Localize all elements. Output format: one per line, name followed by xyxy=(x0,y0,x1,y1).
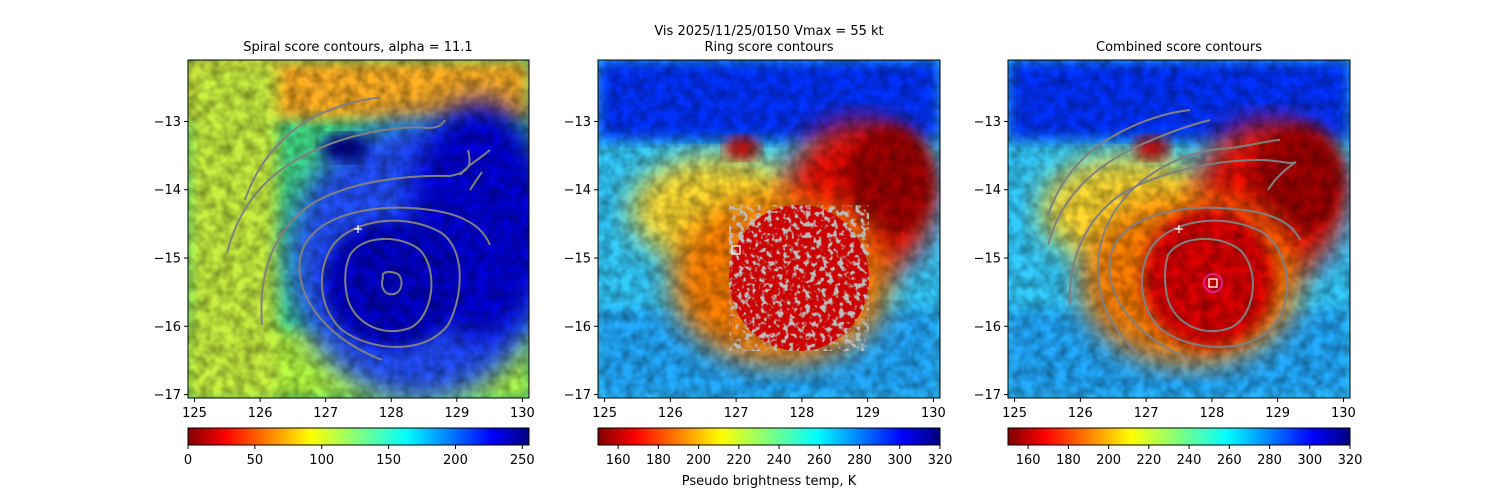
colorbar-tick-label: 300 xyxy=(887,453,912,468)
panel-combined: Combined score contours xyxy=(974,40,1363,468)
colorbar-tick-label: 280 xyxy=(1257,453,1282,468)
x-tick-label: 127 xyxy=(313,406,338,421)
panel-title-combined: Combined score contours xyxy=(1096,40,1262,55)
x-tick-label: 126 xyxy=(658,406,683,421)
x-tick-label: 128 xyxy=(1199,406,1224,421)
colorbar-tick-label: 300 xyxy=(1297,453,1322,468)
y-tick-label: −16 xyxy=(974,320,1001,335)
colorbar-tick-label: 180 xyxy=(1056,453,1081,468)
colorbar-tick-label: 320 xyxy=(1338,453,1363,468)
panel-title-spiral: Spiral score contours, alpha = 11.1 xyxy=(243,40,472,55)
colorbar-tick-label: 180 xyxy=(646,453,671,468)
y-tick-label: −17 xyxy=(154,388,181,403)
colorbar-tick-label: 160 xyxy=(1016,453,1041,468)
x-tick-label: 129 xyxy=(1265,406,1290,421)
axes-ticks-ring: 125 126 127 128 129 130 −13 −14 −15 −16 −17 xyxy=(564,115,946,421)
colorbar-tick-label: 250 xyxy=(510,453,535,468)
y-tick-label: −15 xyxy=(154,252,181,267)
colorbar-tick-label: 260 xyxy=(807,453,832,468)
colorbar-tick-label: 0 xyxy=(184,453,192,468)
x-tick-label: 127 xyxy=(724,406,749,421)
colorbar-tick-label: 240 xyxy=(767,453,792,468)
x-tick-label: 125 xyxy=(592,406,617,421)
combined-plus-marker xyxy=(1175,225,1183,233)
x-tick-label: 128 xyxy=(789,406,814,421)
figure-suptitle: Vis 2025/11/25/0150 Vmax = 55 kt xyxy=(654,24,883,39)
y-tick-label: −15 xyxy=(974,252,1001,267)
x-tick-label: 128 xyxy=(379,406,404,421)
colorbar-tick-label: 150 xyxy=(376,453,401,468)
colorbar-tick-label: 200 xyxy=(1096,453,1121,468)
colorbar-tick-label: 200 xyxy=(686,453,711,468)
y-tick-label: −14 xyxy=(564,183,591,198)
combined-image xyxy=(1008,60,1350,398)
y-tick-label: −16 xyxy=(564,320,591,335)
y-tick-label: −17 xyxy=(564,388,591,403)
x-tick-label: 129 xyxy=(855,406,880,421)
x-tick-label: 130 xyxy=(510,406,535,421)
combined-center-circle xyxy=(1203,273,1223,293)
x-tick-label: 130 xyxy=(1331,406,1356,421)
spiral-contours xyxy=(226,97,491,361)
y-tick-label: −13 xyxy=(974,115,1001,130)
x-tick-label: 127 xyxy=(1134,406,1159,421)
colorbar-label: Pseudo brightness temp, K xyxy=(682,474,857,489)
axes-ticks-spiral: 125 126 127 128 129 130 −13 −14 −15 −16 −17 xyxy=(154,115,535,421)
x-tick-label: 126 xyxy=(1068,406,1093,421)
colorbar-ring: 160 180 200 220 240 260 280 300 320 xyxy=(597,427,953,468)
colorbar-tick-label: 280 xyxy=(847,453,872,468)
colorbar-tick-label: 200 xyxy=(443,453,468,468)
axes-frame-spiral xyxy=(187,59,530,399)
x-tick-label: 126 xyxy=(248,406,273,421)
ring-image xyxy=(598,60,940,398)
combined-contours xyxy=(1047,109,1301,361)
colorbar-tick-label: 240 xyxy=(1177,453,1202,468)
y-tick-label: −13 xyxy=(564,115,591,130)
colorbar-tick-label: 260 xyxy=(1217,453,1242,468)
x-tick-label: 125 xyxy=(182,406,207,421)
x-tick-label: 125 xyxy=(1002,406,1027,421)
x-tick-label: 129 xyxy=(444,406,469,421)
spiral-plus-marker xyxy=(354,225,362,233)
y-tick-label: −16 xyxy=(154,320,181,335)
panel-ring: Ring score contours 125 126 127 128 129 130 −1… xyxy=(564,40,953,489)
ring-square-marker xyxy=(731,245,741,255)
panel-title-ring: Ring score contours xyxy=(704,40,833,55)
colorbar-combined: 160 180 200 220 240 260 280 300 320 xyxy=(1007,427,1363,468)
spiral-image xyxy=(188,60,529,398)
y-tick-label: −14 xyxy=(154,183,181,198)
y-tick-label: −15 xyxy=(564,252,591,267)
y-tick-label: −17 xyxy=(974,388,1001,403)
ring-score-region xyxy=(729,205,869,351)
colorbar-spiral: 0 50 100 150 200 250 xyxy=(184,427,535,468)
colorbar-tick-label: 320 xyxy=(928,453,953,468)
colorbar-tick-label: 220 xyxy=(726,453,751,468)
colorbar-tick-label: 160 xyxy=(606,453,631,468)
y-tick-label: −13 xyxy=(154,115,181,130)
axes-frame-ring xyxy=(597,59,941,399)
x-tick-label: 130 xyxy=(921,406,946,421)
axes-frame-combined xyxy=(1007,59,1351,399)
colorbar-tick-label: 220 xyxy=(1136,453,1161,468)
combined-square-marker xyxy=(1208,278,1218,288)
y-tick-label: −14 xyxy=(974,183,1001,198)
panel-spiral: Spiral score contours, alpha = 11.1 xyxy=(154,40,535,468)
colorbar-tick-label: 100 xyxy=(309,453,334,468)
colorbar-tick-label: 50 xyxy=(247,453,264,468)
axes-ticks-combined: 125 126 127 128 129 130 −13 −14 −15 −16 −17 xyxy=(974,115,1356,421)
